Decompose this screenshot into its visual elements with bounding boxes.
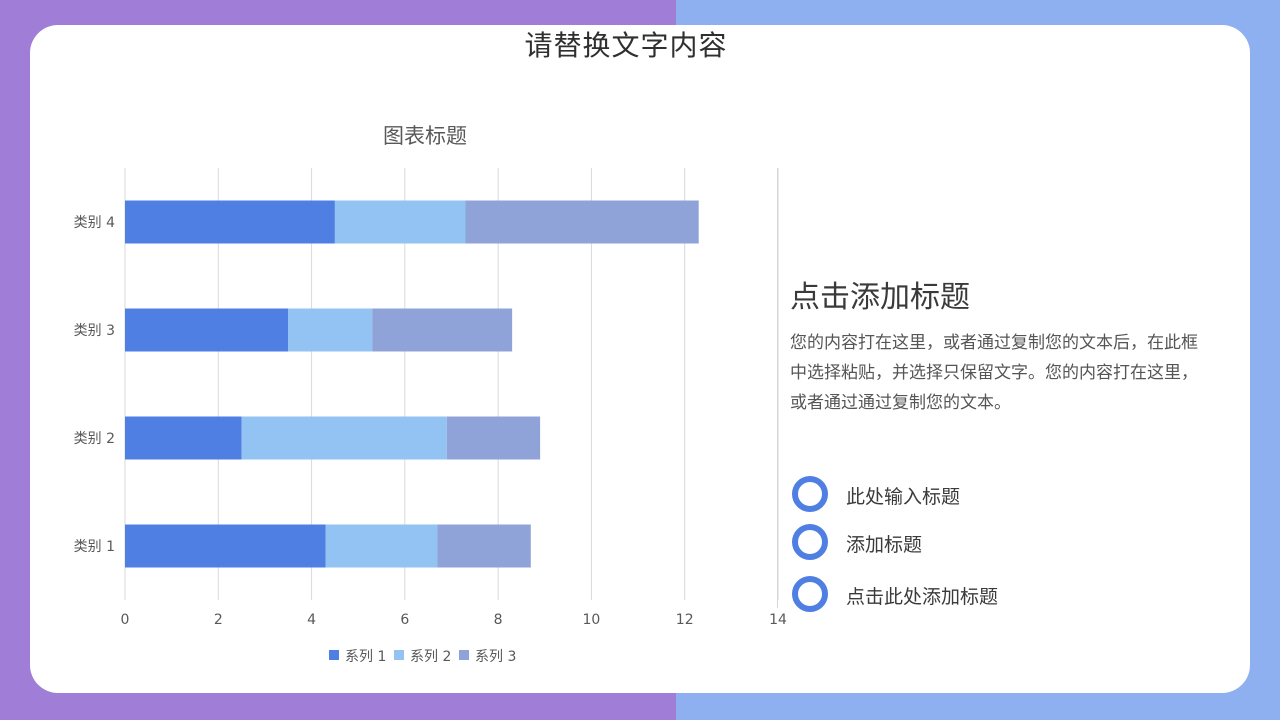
x-tick-labels: 0 2 4 6 8 10 12 14 — [121, 612, 787, 628]
category-label: 类别 3 — [74, 323, 115, 339]
bar-segment[interactable] — [125, 200, 335, 244]
category-label: 类别 2 — [74, 431, 115, 447]
x-tick-label: 0 — [121, 612, 130, 628]
category-label: 类别 1 — [74, 539, 115, 555]
legend-swatch — [329, 650, 339, 660]
content-card — [30, 25, 1250, 693]
slide-title[interactable]: 请替换文字内容 — [524, 29, 728, 62]
x-tick-label: 8 — [494, 612, 503, 628]
bar-chart: 图表标题 类别 4类别 3类别 2类别 1 0 2 4 6 8 10 12 14 系列 1 系列… — [74, 124, 787, 665]
bar-segment[interactable] — [465, 200, 699, 244]
legend-swatch — [394, 650, 404, 660]
bar-segment[interactable] — [125, 416, 242, 460]
category-labels: 类别 4 类别 3 类别 2 类别 1 — [74, 215, 115, 555]
circle-bullet-icon — [792, 476, 828, 512]
x-tick-label: 10 — [583, 612, 601, 628]
bar-segment[interactable] — [334, 200, 466, 244]
bar-segment[interactable] — [437, 524, 531, 568]
section-body-text[interactable]: 您的内容打在这里，或者通过复制您的文本后，在此框中选择粘贴，并选择只保留文字。您… — [790, 333, 1198, 413]
circle-bullet-icon — [792, 524, 828, 560]
bars — [125, 200, 699, 568]
bar-segment[interactable] — [288, 308, 373, 352]
vertical-divider — [777, 168, 778, 608]
bar-segment[interactable] — [241, 416, 447, 460]
bar-segment[interactable] — [446, 416, 541, 460]
legend-label[interactable]: 系列 1 — [345, 649, 386, 665]
x-tick-label: 12 — [676, 612, 694, 628]
legend-swatch — [459, 650, 469, 660]
list-item-label: 此处输入标题 — [846, 486, 961, 508]
category-label: 类别 4 — [74, 215, 115, 231]
x-tick-label: 4 — [307, 612, 316, 628]
x-tick-label: 2 — [214, 612, 223, 628]
chart-title[interactable]: 图表标题 — [383, 124, 467, 148]
x-tick-label: 6 — [400, 612, 409, 628]
bar-segment[interactable] — [372, 308, 513, 352]
legend-label[interactable]: 系列 2 — [410, 649, 451, 665]
x-tick-label: 14 — [769, 612, 787, 628]
bar-segment[interactable] — [125, 308, 289, 352]
legend: 系列 1 系列 2 系列 3 — [329, 649, 516, 665]
circle-bullet-icon — [792, 576, 828, 612]
list-item-label: 添加标题 — [846, 534, 923, 556]
section-heading[interactable]: 点击添加标题 — [790, 280, 970, 315]
bar-segment[interactable] — [125, 524, 326, 568]
legend-label[interactable]: 系列 3 — [475, 649, 516, 665]
list-item-label: 点击此处添加标题 — [846, 586, 999, 608]
bar-segment[interactable] — [325, 524, 438, 568]
